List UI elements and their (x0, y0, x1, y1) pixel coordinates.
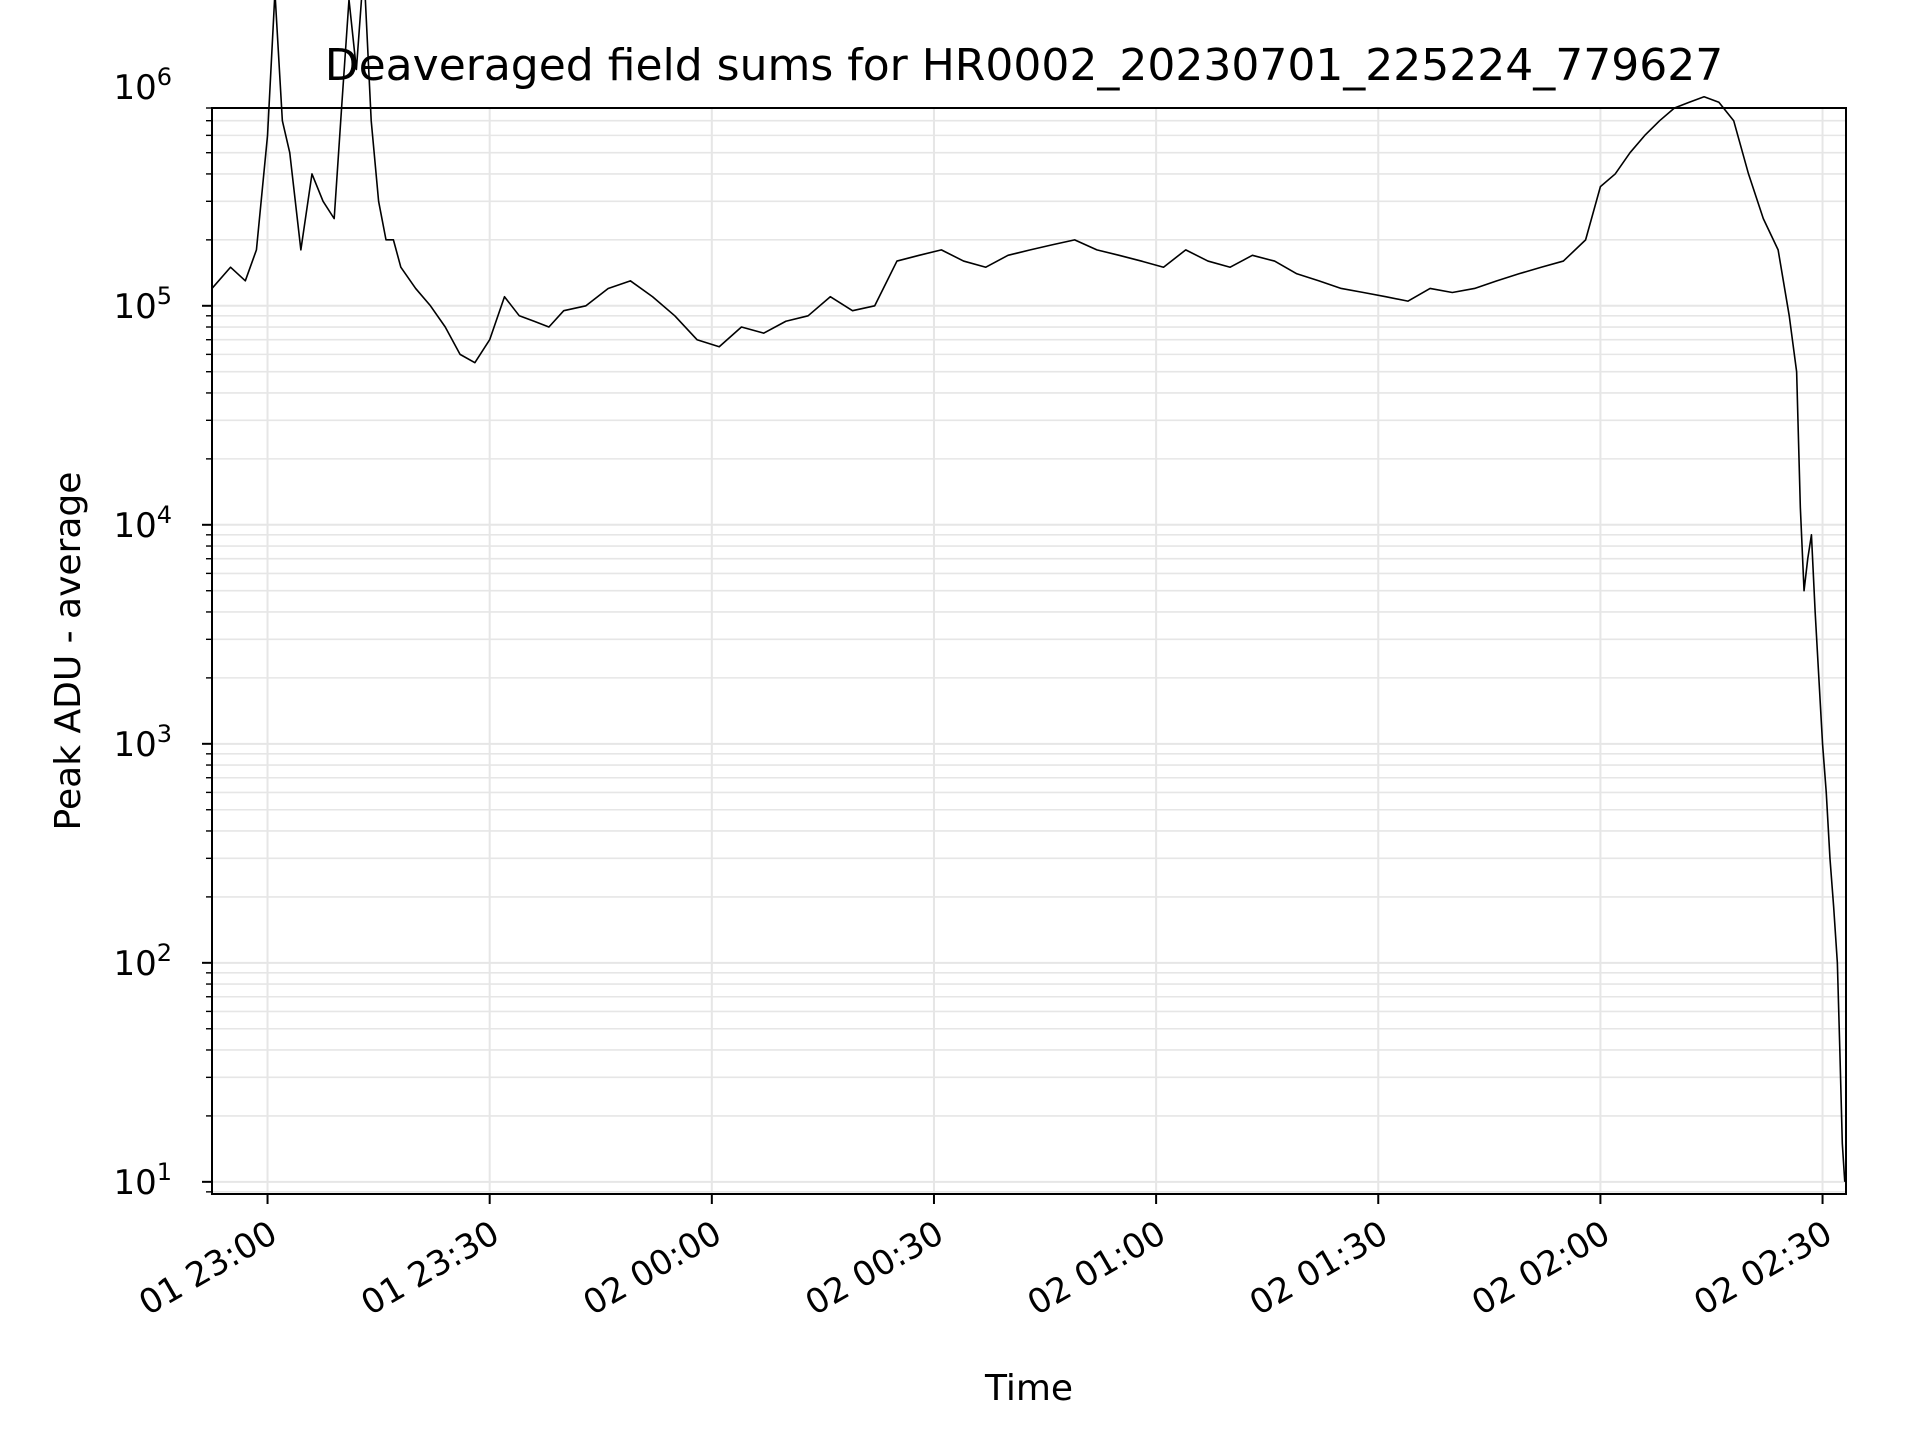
y-tick-label: 105 (113, 282, 172, 327)
grid (212, 107, 1846, 1194)
plot-frame (211, 107, 1847, 1195)
y-tick-label: 104 (113, 501, 172, 546)
y-tick-label: 101 (113, 1158, 172, 1203)
plot-area (211, 0, 1846, 1182)
chart-title: Deaveraged field sums for HR0002_2023070… (325, 40, 1724, 91)
y-axis: 101 102 103 104 105 106 (113, 63, 212, 1203)
x-axis-label: Time (984, 1368, 1073, 1409)
y-tick-label: 102 (113, 939, 172, 984)
y-tick-label: 103 (113, 720, 172, 765)
y-tick-label: 106 (113, 63, 172, 108)
y-axis-label: Peak ADU - average (48, 472, 89, 831)
series-line (211, 0, 1846, 1182)
